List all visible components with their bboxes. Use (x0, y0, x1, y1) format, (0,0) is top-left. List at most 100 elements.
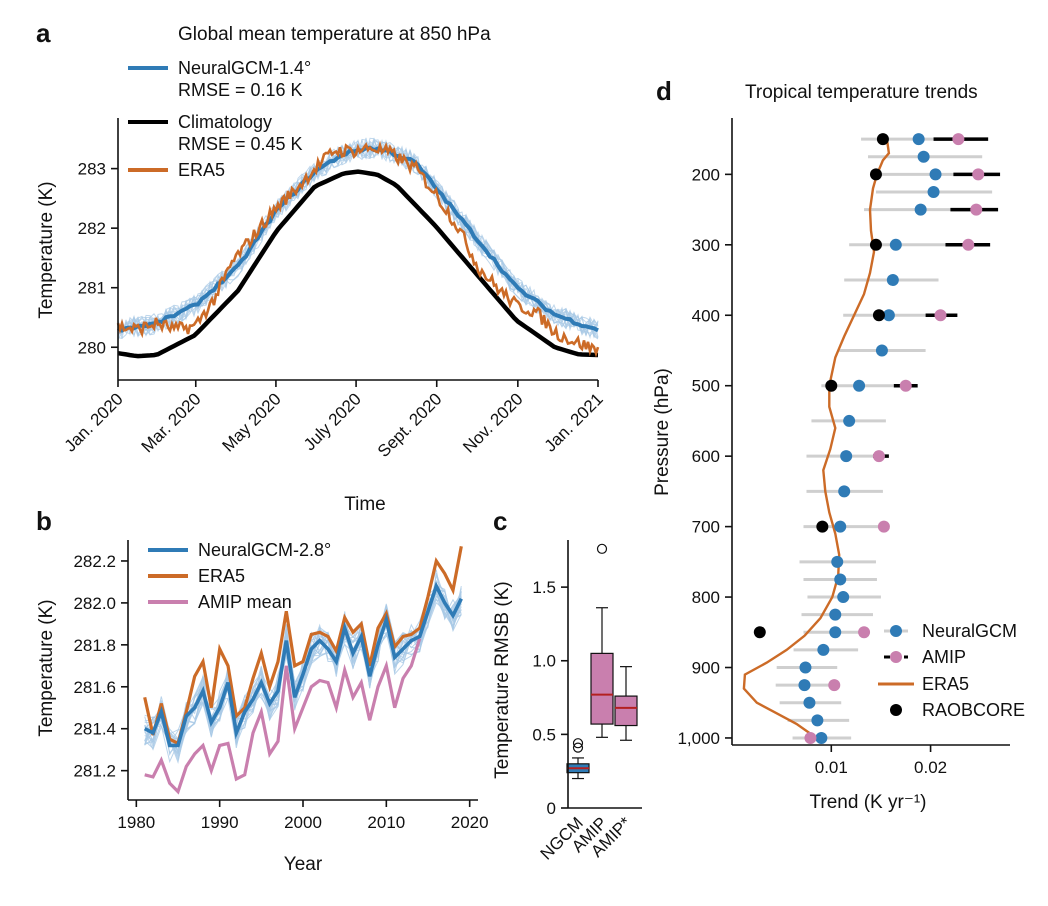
legend-label-d: NeuralGCM (922, 621, 1017, 641)
amip-point (828, 679, 841, 692)
neuralgcm-point (914, 203, 927, 216)
legend-swatch-d (890, 651, 902, 663)
amip-point (877, 520, 890, 533)
raobcore-point (869, 238, 882, 251)
panel-label-a: a (36, 18, 51, 48)
series-amip-line (144, 638, 422, 795)
y-tick-label-b: 281.8 (73, 636, 116, 655)
neuralgcm-point (889, 238, 902, 251)
ensemble-member-line (117, 140, 599, 339)
x-axis-label-d: Trend (K yr⁻¹) (810, 792, 927, 813)
legend-label-a: NeuralGCM-1.4° (178, 58, 311, 78)
y-tick-label-d: 1,000 (677, 729, 720, 748)
neuralgcm-point (875, 344, 888, 357)
neuralgcm-point (929, 168, 942, 181)
neuralgcm-point (927, 185, 940, 198)
x-tick-label-b: 1990 (201, 813, 239, 832)
panel-a-temperature-850hpa: a Global mean temperature at 850 hPa 280 28… (36, 18, 607, 515)
neuralgcm-point (799, 661, 812, 674)
amip-point (934, 309, 947, 322)
legend-sublabel-a: RMSE = 0.45 K (178, 134, 303, 154)
x-tick-label-a: Nov. 2020 (459, 389, 526, 456)
y-tick-label-b: 281.4 (73, 720, 116, 739)
legend-label-a: Climatology (178, 112, 272, 132)
x-axis-label-a: Time (344, 494, 386, 515)
neuralgcm-point (811, 714, 824, 727)
x-tick-label-a: May 2020 (219, 389, 285, 455)
y-tick-label-a: 281 (78, 279, 106, 298)
neuralgcm-point (815, 731, 828, 744)
neuralgcm-point (837, 591, 850, 604)
y-axis-label-d: Pressure (hPa) (652, 368, 673, 496)
amip-point (952, 133, 965, 146)
amip-point (858, 626, 871, 639)
x-axis-label-b: Year (284, 854, 323, 875)
y-tick-label-d: 300 (692, 236, 720, 255)
box-body (590, 652, 614, 725)
raobcore-point (816, 520, 829, 533)
y-tick-label-b: 282.0 (73, 594, 116, 613)
y-axis-label-c: Temperature RMSB (K) (492, 581, 513, 778)
raobcore-point (876, 133, 889, 146)
raobcore-point (825, 379, 838, 392)
neuralgcm-point (912, 133, 925, 146)
legend-swatch-d (890, 625, 902, 637)
series-era5-profile (742, 138, 891, 736)
panel-label-b: b (36, 506, 52, 536)
panel-label-c: c (493, 506, 507, 536)
series-climatology-line (117, 169, 599, 359)
legend-label-d: RAOBCORE (922, 700, 1025, 720)
neuralgcm-point (831, 555, 844, 568)
amip-point (970, 203, 983, 216)
legend-swatch-d (890, 704, 902, 716)
neuralgcm-point (840, 450, 853, 463)
ensemble-member-line (117, 140, 599, 340)
neuralgcm-point (882, 309, 895, 322)
x-tick-label-b: 2020 (451, 813, 489, 832)
neuralgcm-point (834, 573, 847, 586)
legend-sublabel-a: RMSE = 0.16 K (178, 80, 303, 100)
chart-title-a: Global mean temperature at 850 hPa (178, 24, 491, 45)
y-tick-label-a: 283 (78, 160, 106, 179)
x-tick-label-a: Jan. 2020 (61, 389, 127, 455)
y-tick-label-b: 281.2 (73, 762, 116, 781)
series-neuralgcm-line (143, 581, 463, 748)
series-era5-line (116, 140, 600, 358)
neuralgcm-point (917, 150, 930, 163)
box-body (614, 695, 638, 727)
legend-label-d: ERA5 (922, 674, 969, 694)
amip-point (962, 238, 975, 251)
amip-point (899, 379, 912, 392)
neuralgcm-point (817, 643, 830, 656)
panel-label-d: d (656, 76, 672, 106)
y-tick-label-c: 1.5 (532, 578, 556, 597)
y-tick-label-d: 900 (692, 659, 720, 678)
neuralgcm-point (834, 520, 847, 533)
panel-d-tropical-trends: d Tropical temperature trends 200 300 400 500… (652, 76, 1025, 813)
legend-label-b: NeuralGCM-2.8° (198, 540, 331, 560)
y-tick-label-a: 280 (78, 338, 106, 357)
y-tick-label-d: 600 (692, 447, 720, 466)
box-outlier (572, 742, 584, 753)
amip-point (804, 731, 817, 744)
neuralgcm-point (843, 414, 856, 427)
box-outlier (572, 738, 584, 749)
y-tick-label-c: 0 (547, 799, 556, 818)
y-tick-label-c: 0.5 (532, 725, 556, 744)
y-tick-label-a: 282 (78, 219, 106, 238)
amip-point (872, 450, 885, 463)
y-tick-label-d: 400 (692, 306, 720, 325)
neuralgcm-point (829, 608, 842, 621)
raobcore-point (869, 168, 882, 181)
x-tick-label-b: 2000 (284, 813, 322, 832)
y-tick-label-d: 700 (692, 518, 720, 537)
legend-label-b: AMIP mean (198, 592, 292, 612)
chart-title-d: Tropical temperature trends (745, 82, 978, 103)
y-tick-label-d: 800 (692, 588, 720, 607)
neuralgcm-point (853, 379, 866, 392)
x-tick-label-a: Jan. 2021 (541, 389, 607, 455)
amip-point (972, 168, 985, 181)
neuralgcm-point (838, 485, 851, 498)
box-outlier (596, 543, 608, 554)
